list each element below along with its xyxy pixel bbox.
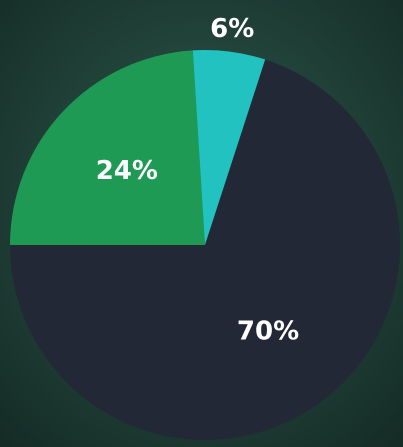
pie-slice — [192, 50, 266, 245]
pie-slice — [10, 59, 400, 441]
pie-slice — [10, 50, 205, 245]
data-label: 6% — [210, 14, 254, 44]
data-label: 70% — [237, 316, 299, 346]
data-label: 24% — [96, 156, 158, 186]
